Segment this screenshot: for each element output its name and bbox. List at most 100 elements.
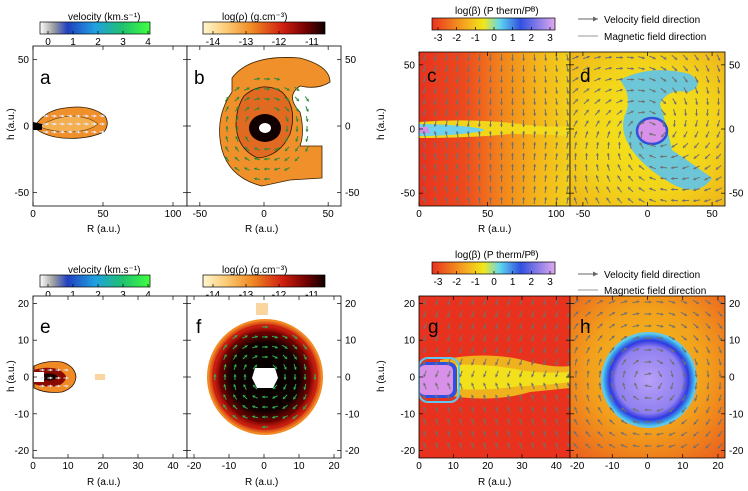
panel-h-xtick: 10 <box>677 461 689 472</box>
beta-colorbar-tick: 0 <box>491 33 497 44</box>
beta-colorbar-tick: -3 <box>434 33 443 44</box>
panel-f-ytick: 10 <box>345 336 357 347</box>
panel-h-ytick: -20 <box>729 446 744 457</box>
panel-a-ytick: 50 <box>18 55 30 66</box>
velocity-colorbar-tick: 1 <box>70 37 76 48</box>
panel-h-ytick: 10 <box>729 336 741 347</box>
density-colorbar-tick: -14 <box>206 37 221 48</box>
panel-c-xtick: 0 <box>416 209 422 220</box>
panel-g <box>419 296 570 458</box>
velocity-colorbar-tick: 1 <box>70 290 76 301</box>
xlabel-b: R (a.u.) <box>245 224 278 235</box>
panel-h-xtick: 0 <box>645 461 651 472</box>
density-colorbar-tick: -12 <box>272 37 287 48</box>
panel-e: e <box>32 295 188 459</box>
panel-e-ytick: 10 <box>18 336 30 347</box>
panel-h-xtick: -10 <box>605 461 620 472</box>
beta-colorbar-tick: 1 <box>510 33 516 44</box>
panel-h-ytick: 0 <box>729 373 735 384</box>
panel-e-ytick: 20 <box>18 299 30 310</box>
panel-d-xtick: 0 <box>645 209 651 220</box>
density-colorbar-tick: -11 <box>305 37 319 48</box>
panel-a-ytick: -50 <box>15 188 30 199</box>
xlabel-a: R (a.u.) <box>87 224 120 235</box>
panel-g-ytick: 20 <box>404 299 416 310</box>
panel-g-xtick: 10 <box>448 461 460 472</box>
panel-e-xtick: 0 <box>30 461 36 472</box>
panel-d-xtick: 50 <box>707 209 719 220</box>
panel-c <box>419 52 570 206</box>
panel-h-ytick: 20 <box>729 299 741 310</box>
velocity-colorbar-tick: 2 <box>95 37 101 48</box>
velocity-colorbar-tick: 4 <box>145 37 151 48</box>
panel-e-ytick: -10 <box>15 409 30 420</box>
panel-g-xtick: 0 <box>416 461 422 472</box>
panel-g-ytick: -20 <box>401 446 416 457</box>
velocity-colorbar-tick: 0 <box>45 290 51 301</box>
panel-a-xtick: 50 <box>97 209 109 220</box>
panel-f-xtick: 0 <box>261 461 267 472</box>
panel-e-label: e <box>40 317 51 338</box>
velocity-colorbar-bottom: velocity (km.s⁻¹) 0 1 2 3 4 <box>39 265 151 301</box>
panel-b-ytick: 0 <box>345 122 351 133</box>
density-colorbar-title-bottom: log(ρ) (g.cm⁻³) <box>222 265 287 276</box>
panel-f-xtick: 20 <box>328 461 340 472</box>
beta-colorbar-tick: 1 <box>510 277 516 288</box>
panel-h-ytick: -10 <box>729 409 744 420</box>
ylabel-g: h (a.u.) <box>376 360 387 392</box>
panel-g-ytick: -10 <box>401 409 416 420</box>
panel-a-ytick: 0 <box>23 122 29 133</box>
panel-g-xtick: 30 <box>516 461 528 472</box>
beta-colorbar-tick: 3 <box>547 33 553 44</box>
panel-f-xtick: -20 <box>187 461 202 472</box>
density-colorbar-title: log(ρ) (g.cm⁻³) <box>222 12 287 23</box>
beta-colorbar-tick: -1 <box>471 277 480 288</box>
panel-h-xtick: 20 <box>712 461 724 472</box>
legend-velocity-label: Velocity field direction <box>604 15 700 26</box>
xlabel-g: R (a.u.) <box>478 477 511 488</box>
legend-velocity-label-bottom: Velocity field direction <box>604 270 700 281</box>
density-colorbar-tick: -12 <box>272 290 287 301</box>
panel-b-xtick: 50 <box>323 209 335 220</box>
beta-colorbar-title-bottom: log(β) (P therm/Pᴮ) <box>455 250 539 261</box>
panel-d-label: d <box>580 66 591 87</box>
panel-f-label: f <box>196 317 202 338</box>
panel-e-xtick: 10 <box>62 461 74 472</box>
legend-bottom: Velocity field direction Magnetic field … <box>578 270 706 297</box>
panel-f-xtick: -10 <box>222 461 237 472</box>
panel-d-ytick: 0 <box>729 125 735 136</box>
panel-c-label: c <box>427 66 437 87</box>
panel-h-label: h <box>580 317 591 338</box>
panel-e-xtick: 40 <box>167 461 179 472</box>
ylabel-c: h (a.u.) <box>376 108 387 140</box>
panel-b-ytick: 50 <box>345 55 357 66</box>
panel-g-ytick: 0 <box>409 373 415 384</box>
panel-f-ytick: 0 <box>345 373 351 384</box>
panel-e-ytick: 0 <box>23 373 29 384</box>
panel-b-label: b <box>194 68 205 89</box>
beta-colorbar-tick: 2 <box>529 33 535 44</box>
panel-f-ytick: -20 <box>345 446 360 457</box>
panel-e-xtick: 30 <box>132 461 144 472</box>
beta-colorbar-tick: -1 <box>471 33 480 44</box>
density-colorbar-tick: -14 <box>206 290 221 301</box>
velocity-colorbar-tick: 3 <box>120 37 126 48</box>
panel-a-label: a <box>40 68 51 89</box>
panel-c-xtick: 50 <box>482 209 494 220</box>
beta-colorbar-bottom: log(β) (P therm/Pᴮ) -3 -2 -1 0 1 2 3 <box>431 250 556 288</box>
panel-c-ytick: 0 <box>409 125 415 136</box>
panel-f-ytick: 20 <box>345 299 357 310</box>
panel-d <box>570 52 725 206</box>
velocity-colorbar-title-bottom: velocity (km.s⁻¹) <box>68 265 141 276</box>
panel-g-xtick: 40 <box>551 461 563 472</box>
xlabel-c: R (a.u.) <box>478 224 511 235</box>
density-colorbar-bottom: log(ρ) (g.cm⁻³) -14 -13 -12 -11 <box>202 265 326 301</box>
beta-colorbar-tick: -2 <box>452 277 461 288</box>
panel-h-disk <box>603 334 695 426</box>
panel-f-ytick: -10 <box>345 409 360 420</box>
panel-f: f <box>186 295 342 459</box>
panel-e-ytick: -20 <box>15 446 30 457</box>
beta-colorbar-tick: -3 <box>434 277 443 288</box>
beta-colorbar-tick: 3 <box>547 277 553 288</box>
